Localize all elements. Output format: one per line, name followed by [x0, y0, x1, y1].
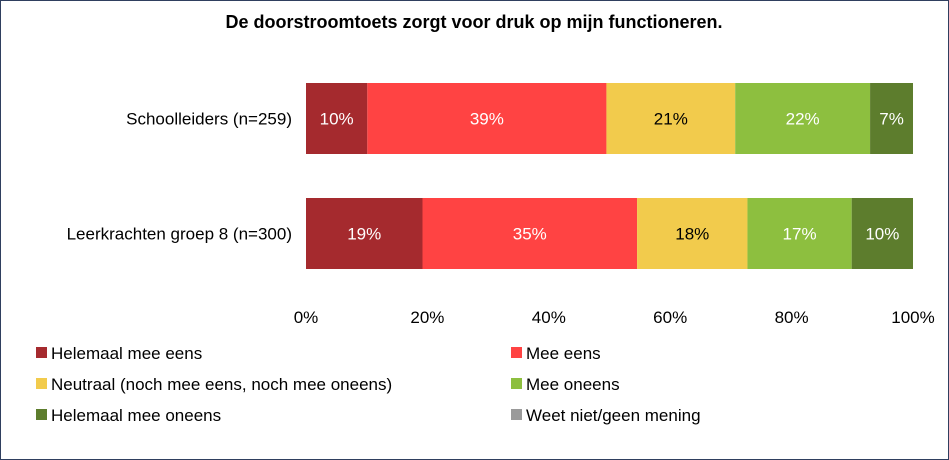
legend-swatch — [36, 378, 47, 389]
bar-segment — [606, 83, 736, 154]
legend-label: Neutraal (noch mee eens, noch mee oneens… — [51, 375, 392, 394]
legend-swatch — [36, 347, 47, 358]
x-tick-label: 100% — [891, 308, 934, 327]
x-tick-label: 0% — [294, 308, 319, 327]
x-tick-label: 60% — [653, 308, 687, 327]
legend-label: Helemaal mee oneens — [51, 406, 221, 425]
category-label: Schoolleiders (n=259) — [126, 110, 292, 129]
bar-segment — [637, 198, 748, 269]
bar-segment — [747, 198, 852, 269]
x-tick-label: 20% — [410, 308, 444, 327]
legend-swatch — [511, 409, 522, 420]
x-tick-label: 80% — [775, 308, 809, 327]
category-label: Leerkrachten groep 8 (n=300) — [67, 225, 292, 244]
data-label: 17% — [783, 225, 817, 244]
data-label: 7% — [879, 110, 904, 129]
bar-segment — [306, 83, 368, 154]
legend-label: Weet niet/geen mening — [526, 406, 701, 425]
legend-swatch — [36, 409, 47, 420]
bar-segment — [870, 83, 913, 154]
data-label: 39% — [470, 110, 504, 129]
bar-segment — [306, 198, 423, 269]
data-label: 21% — [654, 110, 688, 129]
data-label: 22% — [786, 110, 820, 129]
x-tick-label: 40% — [532, 308, 566, 327]
legend-label: Mee eens — [526, 344, 601, 363]
data-label: 18% — [675, 225, 709, 244]
legend-label: Mee oneens — [526, 375, 620, 394]
bar-segment — [367, 83, 607, 154]
bar-segment — [735, 83, 871, 154]
data-label: 19% — [347, 225, 381, 244]
legend-label: Helemaal mee eens — [51, 344, 202, 363]
legend-swatch — [511, 347, 522, 358]
data-label: 10% — [320, 110, 354, 129]
chart-title: De doorstroomtoets zorgt voor druk op mi… — [225, 12, 722, 32]
data-label: 35% — [513, 225, 547, 244]
data-label: 10% — [865, 225, 899, 244]
bar-segment — [851, 198, 913, 269]
bar-segment — [422, 198, 638, 269]
legend-swatch — [511, 378, 522, 389]
